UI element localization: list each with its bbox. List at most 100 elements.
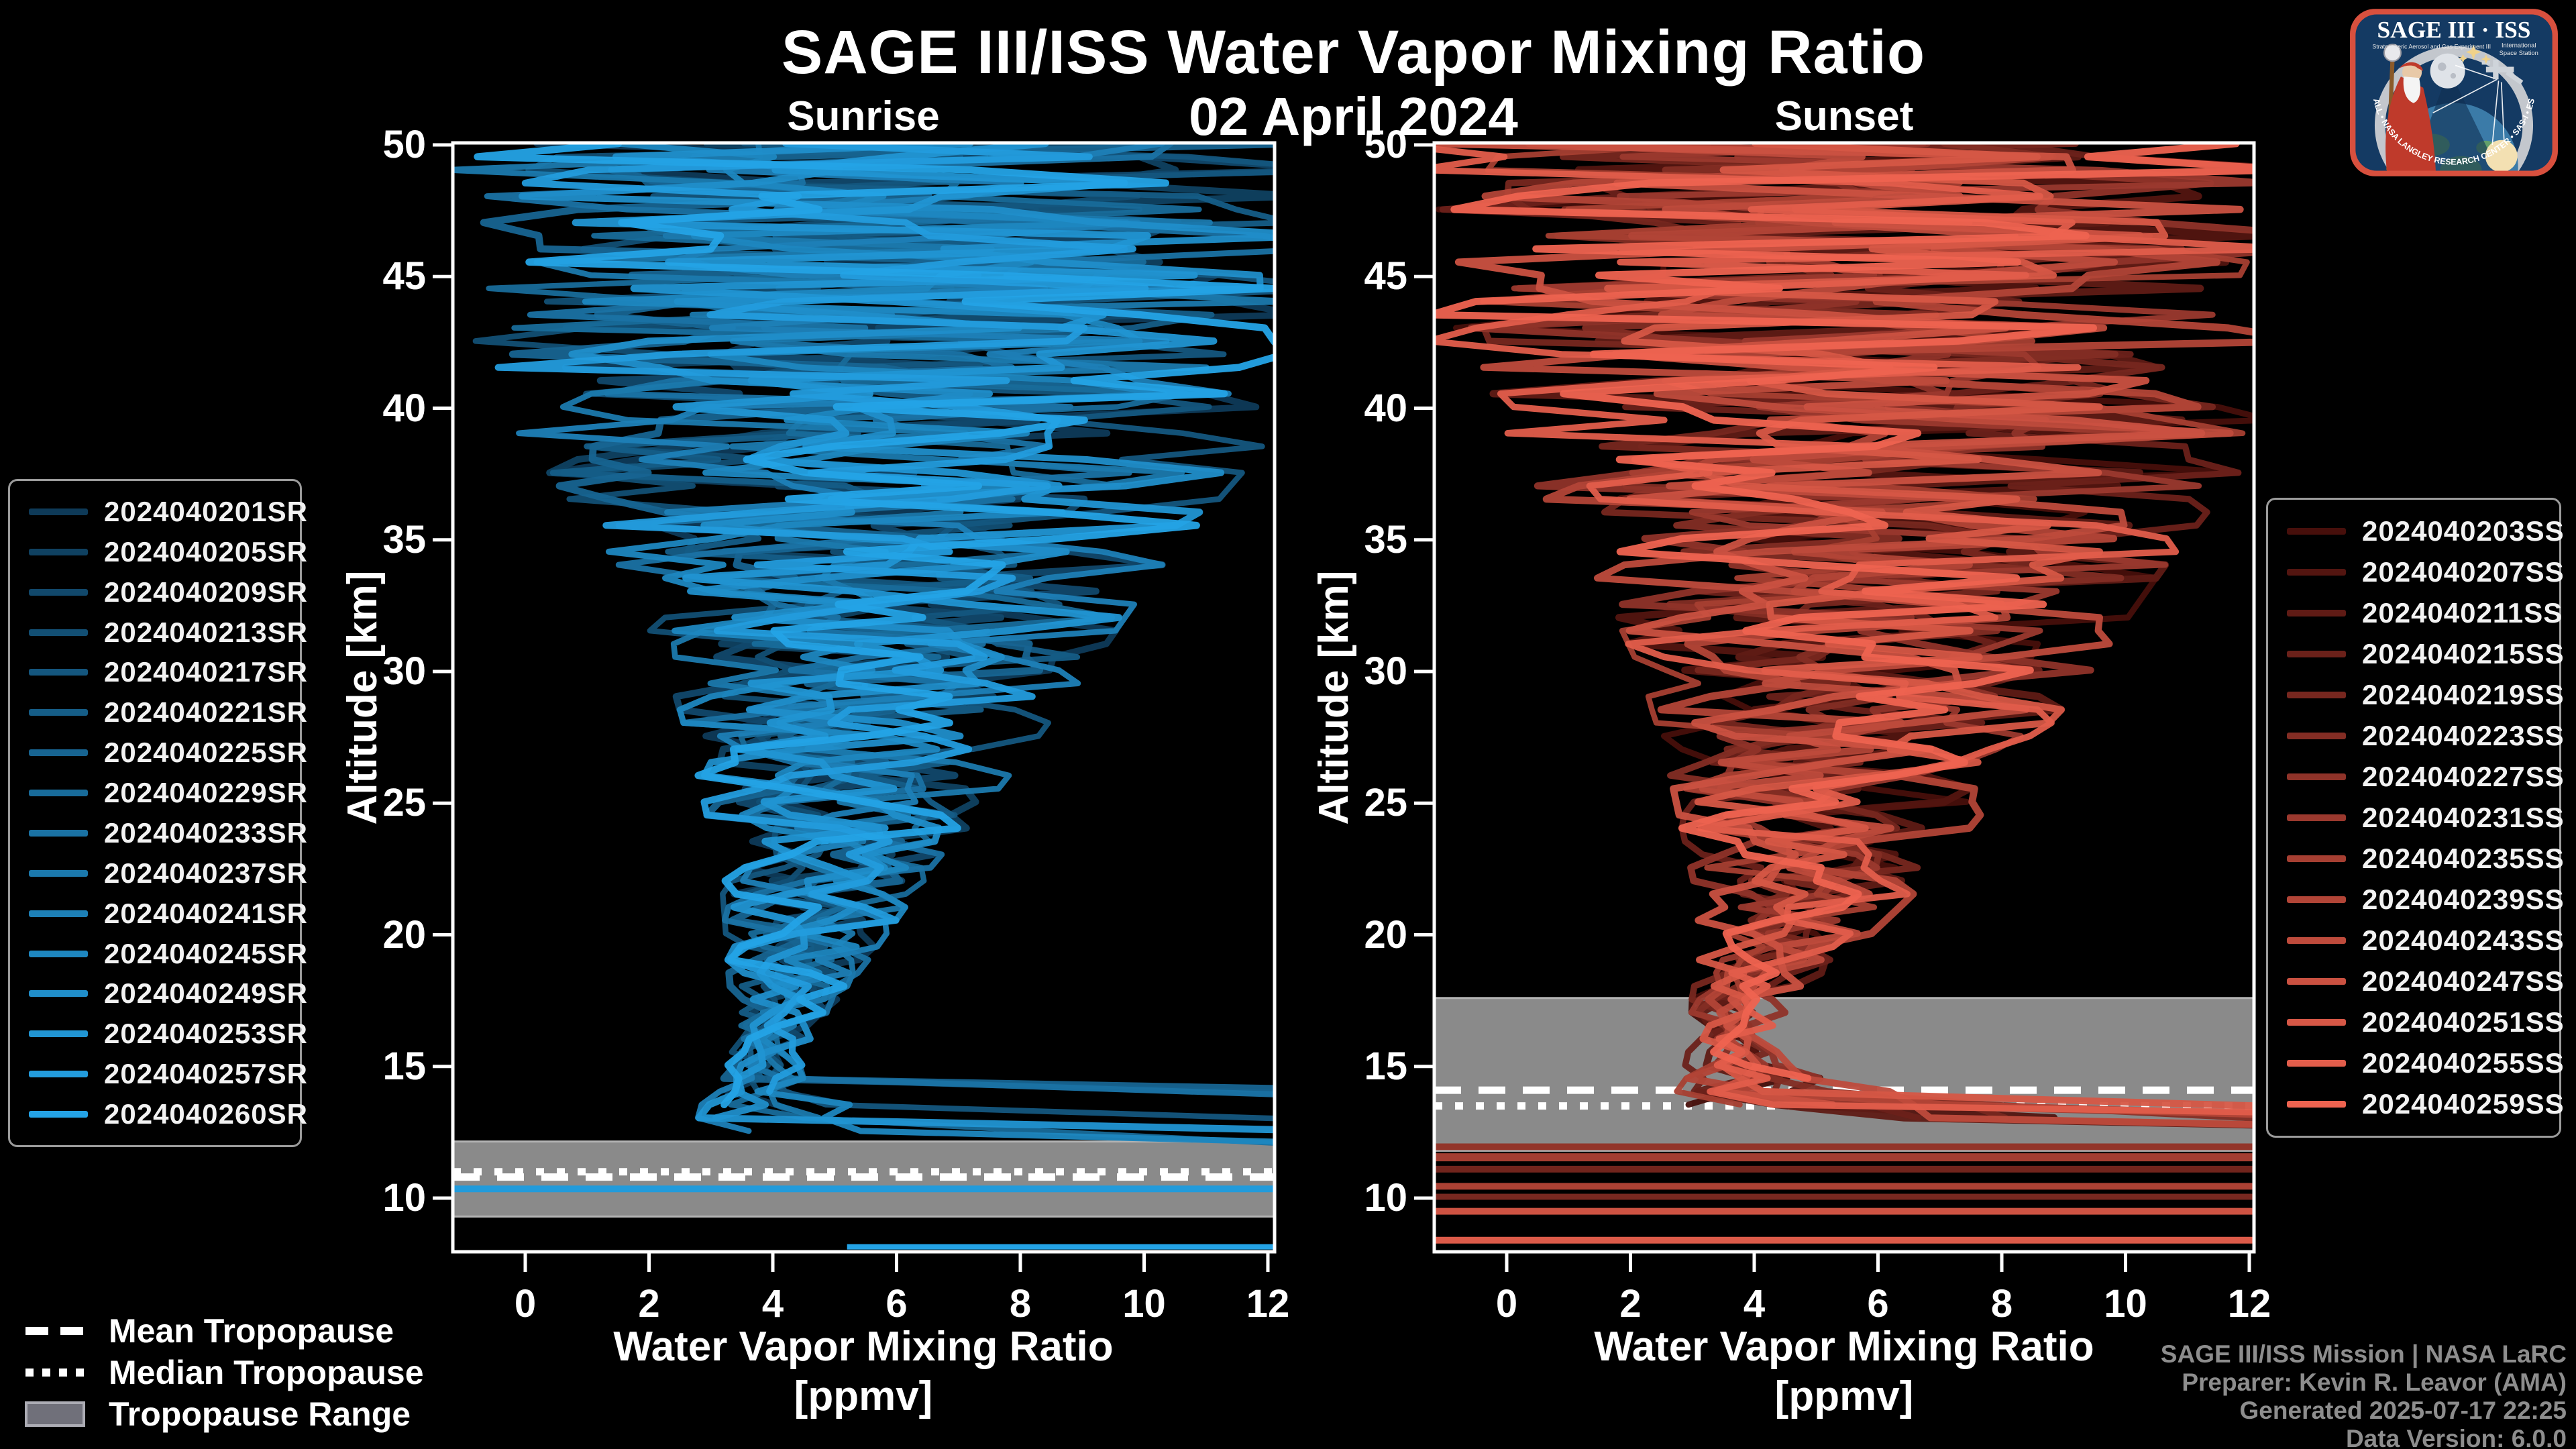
legend-item-2024040215SS: 2024040215SS [2268, 633, 2565, 674]
x-tick-label: 0 [514, 1282, 537, 1326]
logo-sun-icon [2485, 140, 2518, 171]
legend-event-id: 2024040249SR [104, 977, 308, 1010]
legend-line-swatch [29, 790, 88, 797]
legend-event-id: 2024040257SR [104, 1058, 308, 1090]
profile-2024040247SS [1434, 143, 2244, 1108]
range-swatch-icon [25, 1401, 85, 1427]
x-tick-label: 10 [1122, 1282, 1166, 1326]
plot-area-sr [453, 143, 1275, 1250]
mean-tropopause-label: Mean Tropopause [109, 1312, 394, 1350]
legend-line-swatch [29, 829, 88, 837]
y-tick-label: 25 [382, 781, 426, 825]
legend-line-swatch [29, 588, 88, 596]
legend-line-swatch [2287, 568, 2346, 576]
y-tick-label: 10 [1364, 1176, 1407, 1220]
y-tick-label: 10 [382, 1176, 426, 1220]
legend-line-swatch [2287, 937, 2346, 945]
legend-item-2024040237SR: 2024040237SR [10, 853, 308, 894]
y-tick-label: 35 [1364, 517, 1407, 561]
legend-item-mean-tropopause: Mean Tropopause [24, 1312, 394, 1350]
legend-event-id: 2024040207SS [2362, 555, 2565, 588]
legend-event-id: 2024040213SR [104, 616, 308, 648]
legend-event-id: 2024040211SS [2362, 596, 2563, 629]
legend-item-2024040207SS: 2024040207SS [2268, 551, 2565, 592]
y-tick-label: 20 [1364, 912, 1407, 957]
legend-event-id: 2024040241SR [104, 897, 308, 929]
tropopause-range-band [1434, 998, 2254, 1151]
legend-event-id: 2024040229SR [104, 777, 308, 809]
footer-mission: SAGE III/ISS Mission | NASA LaRC [2160, 1340, 2567, 1368]
x-tick-label: 8 [1990, 1282, 2013, 1326]
legend-line-swatch [2287, 527, 2346, 535]
legend-event-id: 2024040233SR [104, 816, 308, 849]
legend-event-id: 2024040209SR [104, 576, 308, 608]
legend-event-id: 2024040239SS [2362, 883, 2565, 916]
legend-item-2024040253SR: 2024040253SR [10, 1014, 308, 1054]
y-tick-label: 25 [1364, 781, 1407, 825]
legend-item-2024040251SS: 2024040251SS [2268, 1002, 2565, 1043]
legend-line-swatch [2287, 1101, 2346, 1108]
legend-event-id: 2024040251SS [2362, 1006, 2565, 1038]
legend-line-swatch [29, 990, 88, 998]
profile-2024040260SR [474, 143, 1275, 1109]
y-tick-label: 20 [382, 912, 426, 957]
footer-credits: SAGE III/ISS Mission | NASA LaRC Prepare… [2161, 1340, 2567, 1449]
legend-item-2024040217SR: 2024040217SR [10, 653, 308, 693]
legend-line-swatch [29, 1111, 88, 1118]
legend-event-id: 2024040205SR [104, 535, 308, 568]
legend-line-swatch [2287, 1019, 2346, 1026]
x-axis-units-sunset: [ppmv] [1774, 1373, 1914, 1419]
legend-line-swatch [29, 950, 88, 957]
legend-sunrise-events: 2024040201SR 2024040205SR 2024040209SR 2024… [8, 479, 307, 1147]
legend-event-id: 2024040231SS [2362, 801, 2565, 833]
legend-item-2024040235SS: 2024040235SS [2268, 839, 2565, 879]
legend-item-2024040249SR: 2024040249SR [10, 974, 308, 1014]
legend-line-swatch [2287, 691, 2346, 698]
y-tick-label: 15 [1364, 1044, 1407, 1088]
legend-item-2024040227SS: 2024040227SS [2268, 756, 2565, 797]
legend-line-swatch [2287, 814, 2346, 821]
y-tick-label: 45 [1364, 254, 1407, 299]
legend-item-2024040231SS: 2024040231SS [2268, 797, 2565, 838]
x-tick-label: 2 [1619, 1282, 1642, 1326]
logo-moon-icon [2430, 53, 2465, 89]
footer-version: Data Version: 6.0.0 [2345, 1425, 2567, 1449]
legend-item-2024040213SR: 2024040213SR [10, 612, 308, 653]
legend-line-swatch [2287, 855, 2346, 863]
panel-title-sunrise: Sunrise [787, 93, 940, 140]
legend-event-id: 2024040221SR [104, 696, 308, 729]
profile-2024040259SS [1434, 143, 2254, 1082]
legend-event-id: 2024040237SR [104, 857, 308, 889]
page-title: SAGE III/ISS Water Vapor Mixing Ratio [781, 18, 1926, 87]
x-tick-label: 2 [638, 1282, 660, 1326]
legend-line-swatch [29, 548, 88, 555]
profile-2024040257SR [494, 143, 1149, 1095]
legend-item-2024040260SR: 2024040260SR [10, 1094, 308, 1134]
legend-line-swatch [29, 1030, 88, 1038]
legend-event-id: 2024040203SS [2362, 515, 2565, 547]
legend-line-swatch [29, 508, 88, 515]
y-tick-label: 30 [382, 649, 426, 693]
x-tick-label: 12 [2227, 1282, 2271, 1326]
legend-item-2024040223SS: 2024040223SS [2268, 715, 2565, 756]
legend-line-swatch [29, 749, 88, 757]
logo-subtitle-left: Stratospheric Aerosol and Gas Experiment… [2372, 43, 2491, 50]
tropopause-range-label: Tropopause Range [109, 1395, 411, 1433]
logo-wizard-icon [2383, 44, 2436, 171]
legend-item-2024040233SR: 2024040233SR [10, 813, 308, 853]
panel-title-sunset: Sunset [1774, 93, 1914, 140]
legend-line-swatch [2287, 650, 2346, 657]
legend-item-2024040257SR: 2024040257SR [10, 1054, 308, 1094]
x-axis-label-sunrise: Water Vapor Mixing Ratio [613, 1324, 1114, 1370]
legend-event-id: 2024040223SS [2362, 719, 2565, 751]
logo-beams [2432, 64, 2505, 146]
legend-item-2024040203SS: 2024040203SS [2268, 511, 2565, 551]
legend-line-swatch [2287, 978, 2346, 985]
legend-line-swatch [2287, 1060, 2346, 1067]
y-tick-label: 50 [382, 123, 426, 166]
legend-line-swatch [2287, 609, 2346, 616]
y-tick-label: 50 [1364, 123, 1407, 166]
legend-event-id: 2024040201SR [104, 495, 308, 527]
plot-area-ss [1434, 143, 2254, 1244]
legend-event-id: 2024040227SS [2362, 760, 2565, 792]
